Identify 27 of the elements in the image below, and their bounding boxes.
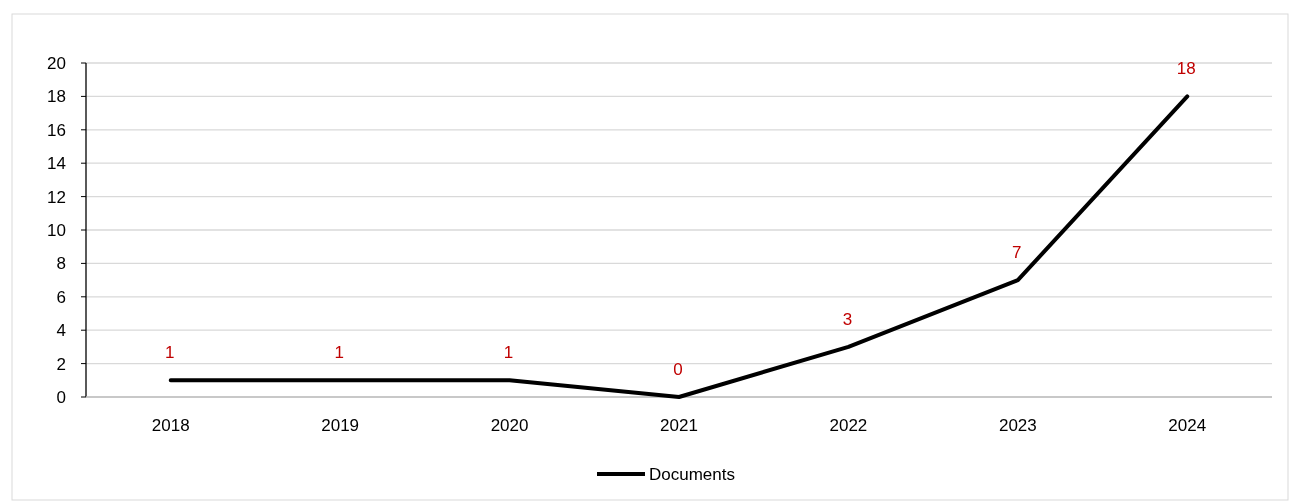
data-label: 18: [1176, 59, 1196, 79]
data-label: 1: [164, 343, 175, 363]
x-tick-label: 2019: [321, 416, 360, 435]
legend-label: Documents: [649, 464, 735, 484]
y-tick-label: 10: [47, 220, 66, 240]
y-tick-label: 12: [47, 187, 66, 207]
y-tick-label: 2: [56, 354, 66, 374]
data-label: 0: [673, 360, 683, 379]
data-label: 3: [842, 309, 853, 329]
y-tick-label: 4: [56, 321, 66, 341]
x-tick-label: 2024: [1168, 416, 1207, 435]
x-tick-label: 2022: [829, 416, 868, 435]
data-label: 1: [334, 343, 344, 363]
x-tick-label: 2020: [490, 416, 529, 435]
y-tick-label: 8: [56, 254, 66, 274]
line-series: [168, 94, 1190, 399]
y-tick-label: 16: [47, 120, 66, 140]
y-tick-label: 0: [56, 387, 66, 407]
data-label: 7: [1012, 243, 1022, 263]
y-tick-label: 14: [47, 154, 66, 174]
y-tick-label: 20: [47, 53, 66, 73]
x-tick-label: 2023: [998, 416, 1037, 435]
x-tick-label: 2018: [151, 416, 190, 435]
y-tick-label: 18: [47, 87, 66, 107]
x-tick-label: 2021: [660, 416, 698, 435]
y-tick-label: 6: [56, 287, 66, 307]
data-label: 1: [503, 343, 514, 363]
